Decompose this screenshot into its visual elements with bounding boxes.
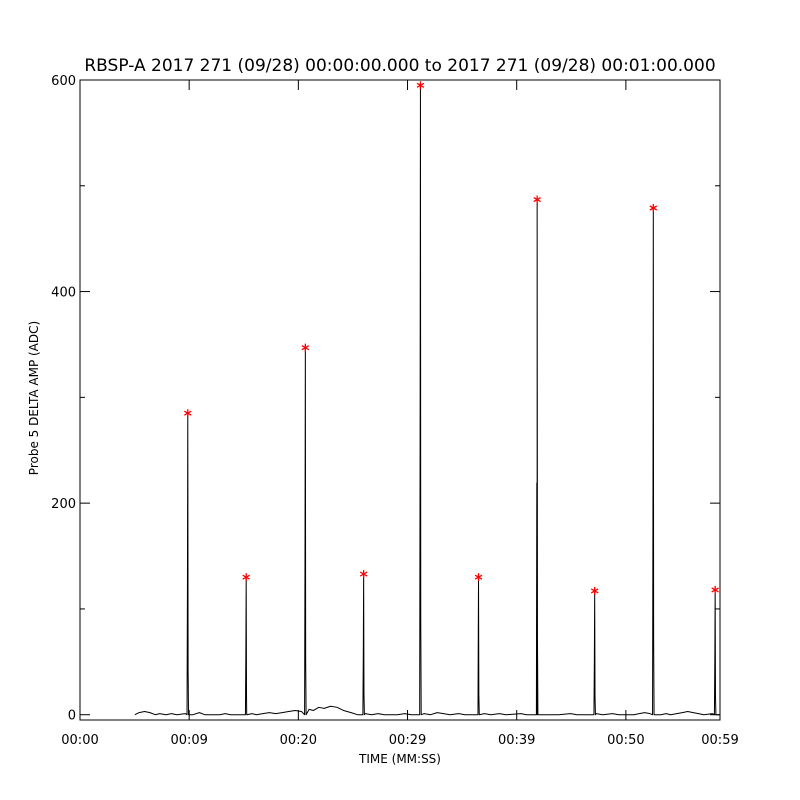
x-tick-label: 00:00 [61, 733, 98, 748]
x-tick-label: 00:20 [280, 733, 317, 748]
y-axis-label: Probe 5 DELTA AMP (ADC) [27, 321, 41, 475]
peak-marker [649, 204, 658, 212]
axes: 0 200 400 600 00:00 00:09 00:20 00:29 00:39 00:50… [51, 74, 739, 748]
peak-marker [359, 570, 368, 579]
peak-marker [242, 573, 250, 582]
peak-markers [183, 81, 719, 595]
peak-marker [183, 409, 192, 418]
x-tick-label: 00:39 [498, 733, 535, 748]
peak-marker [416, 81, 425, 90]
x-tick-label: 00:29 [389, 733, 426, 748]
x-tick-label: 00:50 [607, 733, 644, 748]
x-axis-label: TIME (MM:SS) [358, 752, 441, 766]
plot-frame [79, 79, 721, 721]
x-tick-label: 00:09 [170, 733, 207, 748]
y-tick-label: 400 [51, 286, 76, 301]
amplitude-trace [134, 84, 720, 716]
peak-marker [590, 586, 599, 595]
peak-marker [533, 195, 541, 204]
chart-title: RBSP-A 2017 271 (09/28) 00:00:00.000 to … [84, 56, 715, 76]
y-tick-label: 0 [68, 709, 76, 724]
peak-marker [474, 573, 483, 582]
peak-marker [301, 343, 310, 352]
peak-marker [711, 585, 719, 594]
x-tick-label: 00:59 [701, 733, 738, 748]
series-line [134, 84, 720, 716]
y-tick-label: 200 [51, 497, 76, 512]
y-tick-label: 600 [51, 74, 76, 89]
